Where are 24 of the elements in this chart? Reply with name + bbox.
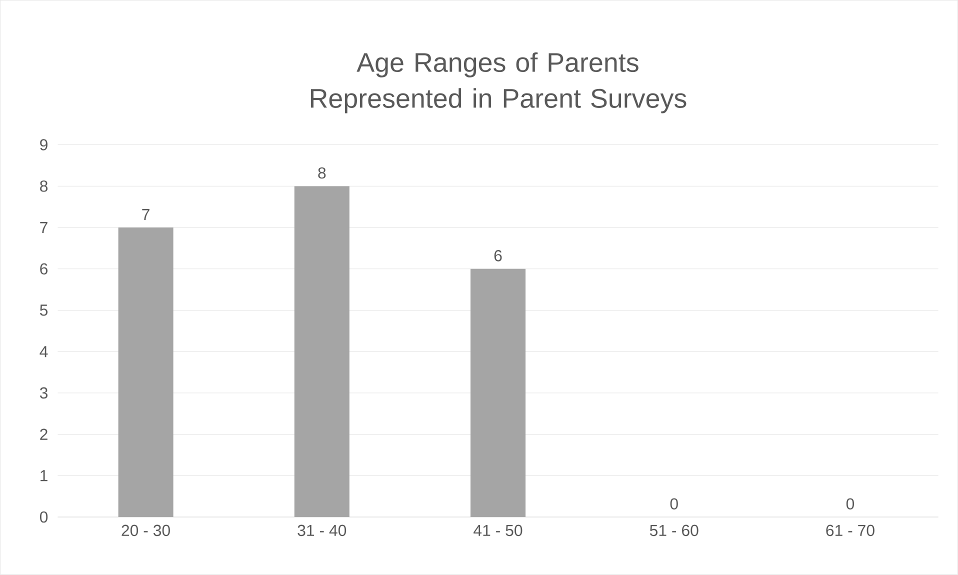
bar	[118, 228, 174, 518]
x-tick-label: 31 - 40	[298, 524, 346, 536]
y-tick-label: 0	[40, 511, 48, 523]
x-tick-label: 61 - 70	[826, 524, 874, 536]
y-tick-label: 2	[40, 428, 48, 440]
data-label: 0	[670, 498, 678, 510]
y-tick-label: 9	[40, 139, 48, 151]
y-tick-label: 8	[40, 180, 48, 192]
bar	[294, 186, 350, 518]
y-tick-label: 5	[40, 304, 48, 316]
y-tick-label: 6	[40, 263, 48, 275]
y-tick-label: 3	[40, 387, 48, 399]
bar	[470, 268, 526, 518]
y-tick-label: 7	[40, 222, 48, 234]
x-tick-label: 20 - 30	[122, 524, 170, 536]
x-tick-label: 51 - 60	[650, 524, 698, 536]
data-label: 7	[142, 209, 150, 220]
chart-title: Age Ranges of Parents Represented in Parent Surveys	[310, 52, 686, 114]
x-tick-label: 41 - 50	[474, 524, 522, 536]
y-tick-label: 4	[40, 346, 48, 358]
data-label: 6	[494, 250, 502, 262]
data-label: 8	[318, 167, 326, 179]
y-tick-label: 1	[40, 470, 48, 482]
data-label: 0	[846, 498, 854, 510]
